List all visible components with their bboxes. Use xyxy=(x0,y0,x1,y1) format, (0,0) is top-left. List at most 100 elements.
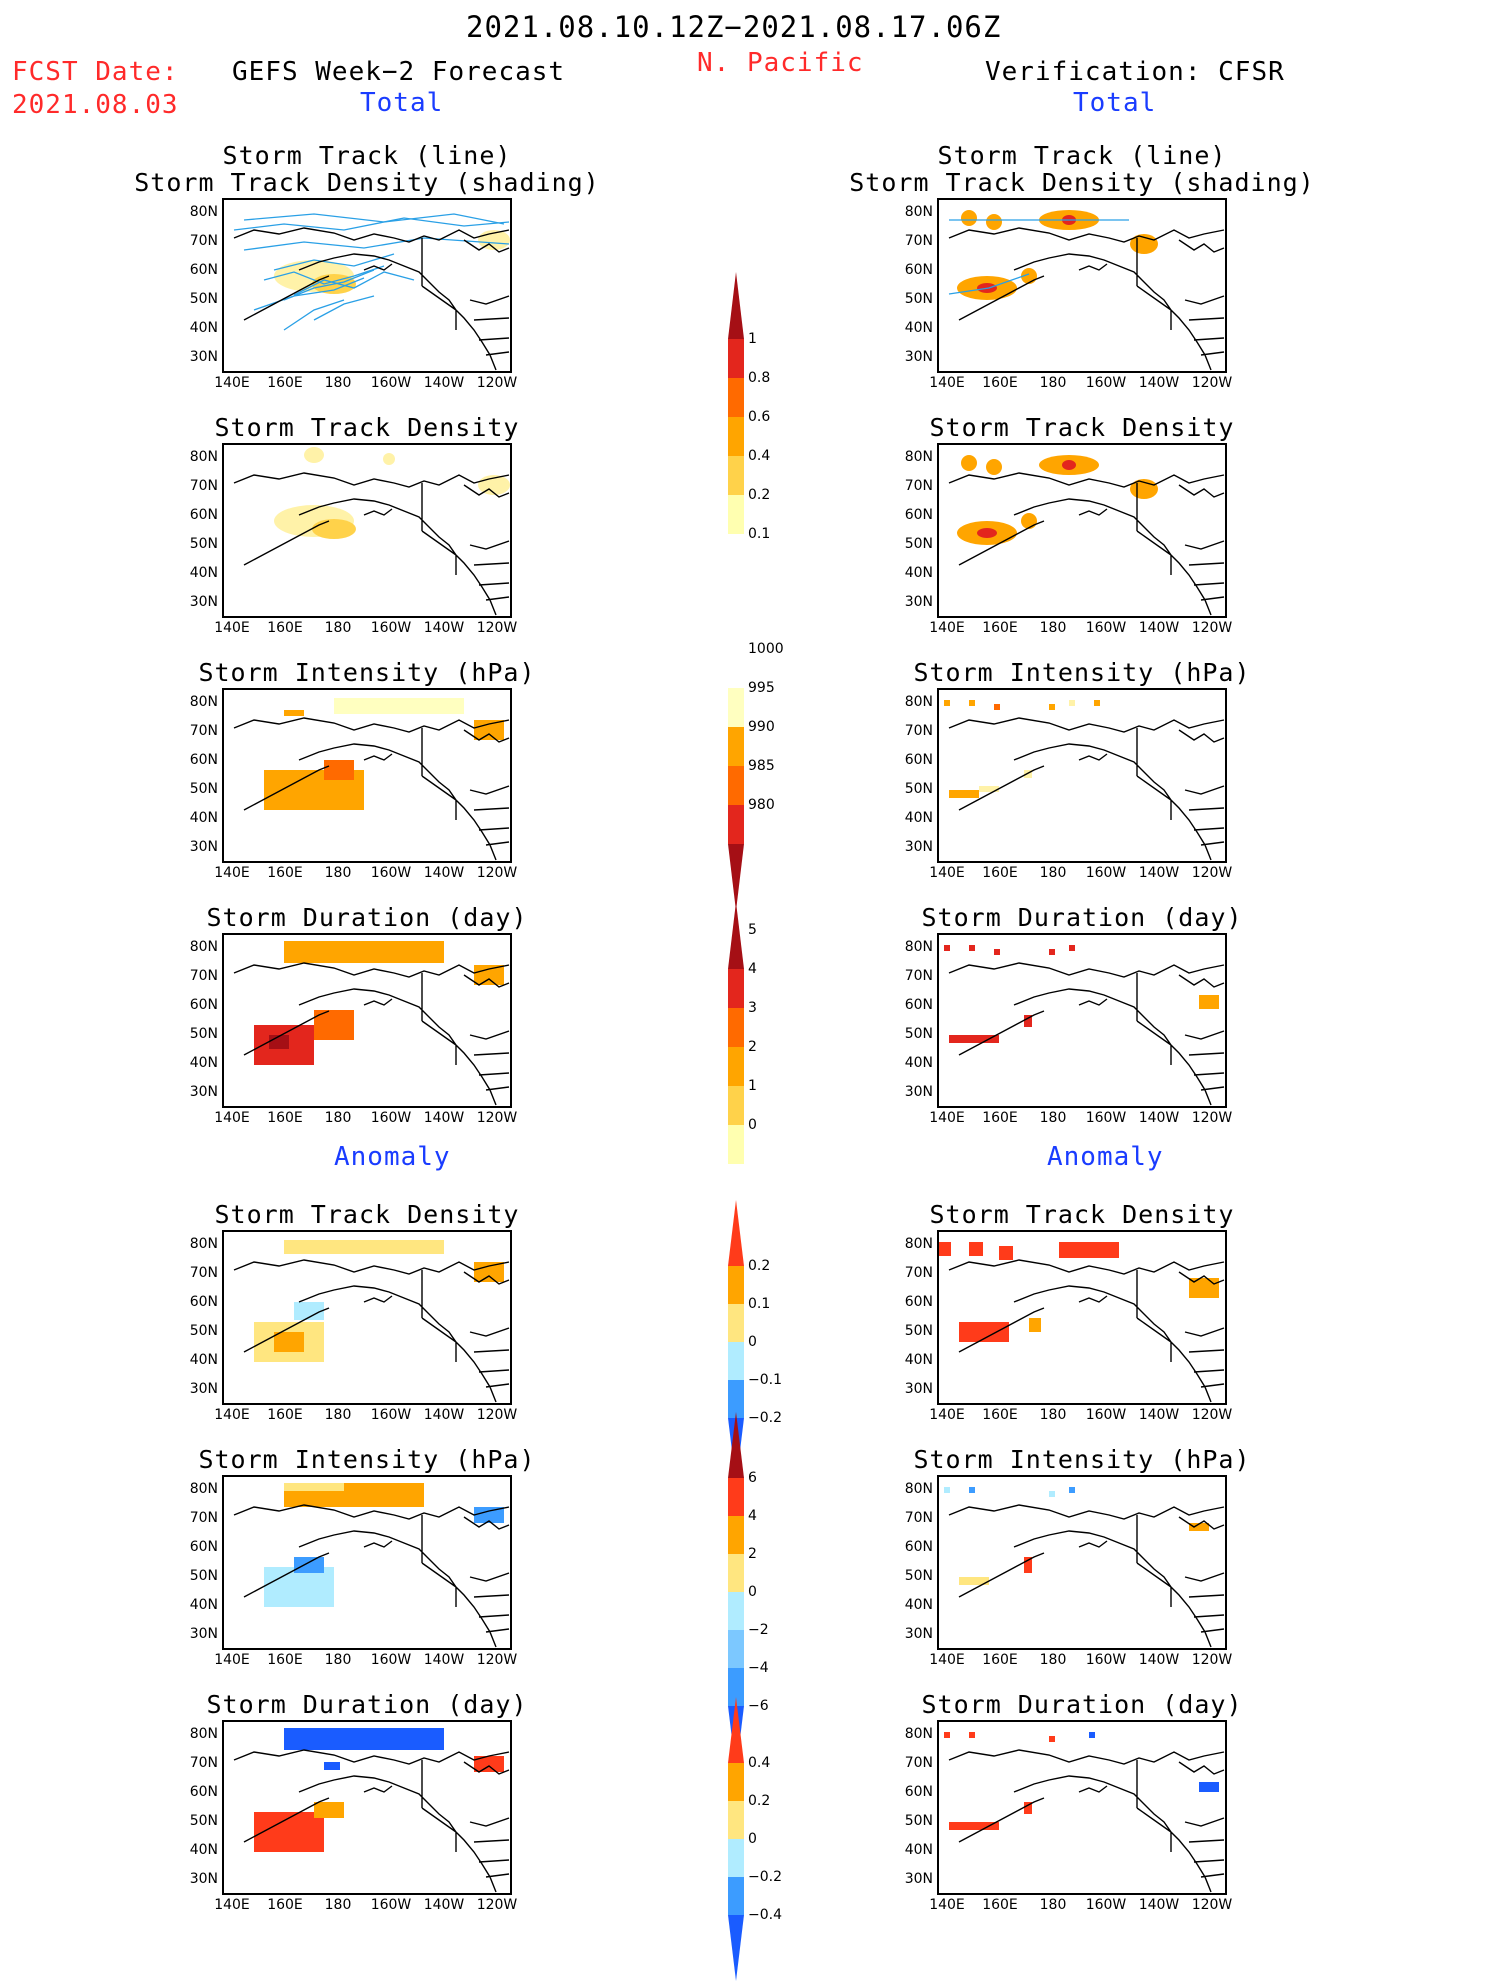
storm-track-line xyxy=(283,269,375,301)
verification-title: Verification: CFSR xyxy=(985,57,1285,87)
shaded-cell xyxy=(383,453,395,465)
colorbar-label: 0.2 xyxy=(748,1258,771,1274)
colorbar-label: 2 xyxy=(748,1039,757,1055)
lon-tick-label: 180 xyxy=(1039,1407,1067,1423)
colorbar-segment xyxy=(728,688,744,727)
shaded-cell xyxy=(1199,1782,1219,1792)
shaded-cell xyxy=(986,214,1002,230)
lat-tick-label: 30N xyxy=(904,1871,933,1887)
colorbar-segment xyxy=(728,417,744,456)
lat-tick-label: 50N xyxy=(189,1026,218,1042)
lon-tick-label: 160W xyxy=(1085,620,1127,636)
shaded-cell xyxy=(284,710,304,716)
lat-tick-label: 40N xyxy=(904,810,933,826)
colorbar-label: 2 xyxy=(748,1546,757,1562)
lon-tick-label: 120W xyxy=(476,620,518,636)
lon-tick-label: 160E xyxy=(267,620,303,636)
colorbar-label: 0.4 xyxy=(748,1755,771,1771)
shaded-cell xyxy=(994,949,1000,955)
colorbar-label: 0.2 xyxy=(748,487,771,503)
shaded-cell xyxy=(1199,995,1219,1009)
lat-tick-label: 30N xyxy=(189,1871,218,1887)
lat-tick-label: 80N xyxy=(189,1236,218,1252)
gefs-density-map xyxy=(222,443,512,618)
shaded-cell xyxy=(949,1035,999,1043)
colorbar-label: −0.4 xyxy=(748,1907,782,1923)
storm-track-line xyxy=(243,237,510,251)
colorbar-segment xyxy=(728,969,744,1008)
cfsr-track-map xyxy=(937,198,1227,373)
lon-tick-label: 140E xyxy=(214,375,250,391)
lat-tick-label: 30N xyxy=(189,1381,218,1397)
coastline xyxy=(233,472,510,616)
lon-tick-label: 140E xyxy=(214,1110,250,1126)
lon-tick-label: 180 xyxy=(324,1110,352,1126)
lat-tick-label: 60N xyxy=(904,997,933,1013)
lon-tick-label: 140W xyxy=(1138,865,1180,881)
colorbar-label: 1 xyxy=(748,1078,757,1094)
lat-tick-label: 40N xyxy=(189,565,218,581)
colorbar-segment xyxy=(728,378,744,417)
lat-tick-label: 50N xyxy=(904,291,933,307)
lon-tick-label: 180 xyxy=(324,1897,352,1913)
colorbar-segment xyxy=(728,272,744,339)
colorbar-label: 0.2 xyxy=(748,1793,771,1809)
lon-tick-label: 140E xyxy=(214,1407,250,1423)
lon-tick-label: 140E xyxy=(214,620,250,636)
lat-tick-label: 70N xyxy=(189,1755,218,1771)
region-title: N. Pacific xyxy=(697,48,864,78)
cfsr-intensity-anomaly-map xyxy=(937,1475,1227,1650)
lat-tick-label: 30N xyxy=(189,839,218,855)
lon-tick-label: 140W xyxy=(1138,1407,1180,1423)
lon-tick-label: 180 xyxy=(324,1407,352,1423)
shaded-cell xyxy=(474,1507,504,1523)
lat-tick-label: 80N xyxy=(189,1726,218,1742)
lat-tick-label: 70N xyxy=(189,233,218,249)
shaded-cell xyxy=(999,1246,1013,1260)
lat-tick-label: 60N xyxy=(189,507,218,523)
colorbar-intensity-total xyxy=(728,688,744,911)
lon-tick-label: 140W xyxy=(1138,1897,1180,1913)
colorbar-segment xyxy=(728,727,744,766)
coastline xyxy=(233,717,510,861)
shaded-cell xyxy=(979,786,999,792)
storm-track-line xyxy=(283,299,345,331)
colorbar-segment xyxy=(728,902,744,969)
lon-tick-label: 180 xyxy=(1039,1897,1067,1913)
gefs-duration-map xyxy=(222,933,512,1108)
coastline xyxy=(948,1259,1225,1403)
colorbar-label: −4 xyxy=(748,1660,769,1676)
colorbar-segment xyxy=(728,1630,744,1668)
lon-tick-label: 140E xyxy=(929,865,965,881)
coastline xyxy=(233,1749,510,1893)
shaded-cell xyxy=(264,1567,334,1607)
gefs-track-title: Storm Track Density (shading) xyxy=(134,168,600,197)
gefs-intensity-anomaly-title: Storm Intensity (hPa) xyxy=(198,1445,536,1474)
colorbar-label: 1000 xyxy=(748,641,784,657)
colorbar-segment xyxy=(728,1592,744,1630)
colorbar-label: 0.6 xyxy=(748,409,771,425)
colorbar-label: 0.1 xyxy=(748,526,771,542)
shaded-cell xyxy=(1069,945,1075,951)
lat-tick-label: 70N xyxy=(904,478,933,494)
shaded-cell xyxy=(1069,1487,1075,1493)
shaded-cell xyxy=(284,1728,444,1750)
shaded-cell xyxy=(969,1487,975,1493)
shaded-cell xyxy=(969,1242,983,1256)
shaded-cell xyxy=(294,1557,324,1573)
lat-tick-label: 80N xyxy=(189,694,218,710)
lat-tick-label: 70N xyxy=(189,968,218,984)
colorbar-segment xyxy=(728,1342,744,1380)
gefs-duration-title: Storm Duration (day) xyxy=(206,903,528,932)
colorbar-segment xyxy=(728,1304,744,1342)
storm-track-line xyxy=(243,213,505,225)
colorbar-segment xyxy=(728,495,744,534)
shaded-cell xyxy=(944,1487,950,1493)
shaded-cell xyxy=(474,1262,504,1282)
lat-tick-label: 70N xyxy=(904,1510,933,1526)
colorbar-label: 0 xyxy=(748,1831,757,1847)
gefs-intensity-anomaly-map xyxy=(222,1475,512,1650)
lat-tick-label: 60N xyxy=(189,997,218,1013)
total-label-right: Total xyxy=(1073,88,1157,118)
lat-tick-label: 80N xyxy=(904,939,933,955)
